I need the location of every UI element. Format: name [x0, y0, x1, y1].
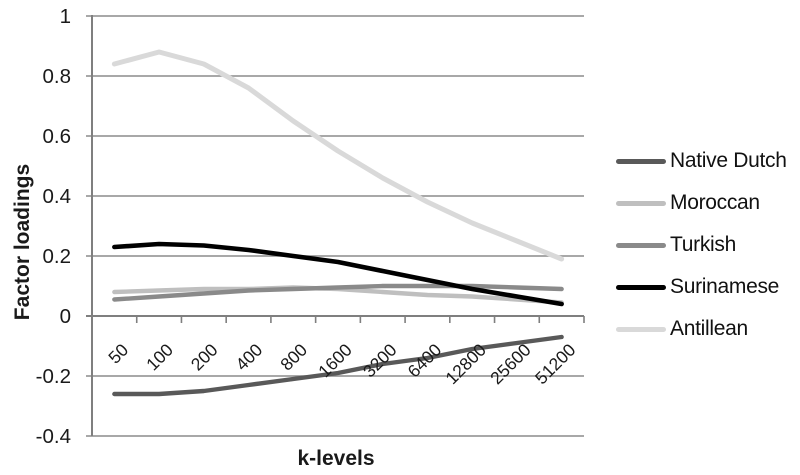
y-tick-label--0.4: -0.4 [36, 425, 71, 448]
legend-item-turkish: Turkish [616, 224, 787, 266]
legend-line-swatch [616, 242, 666, 248]
x-tick-label-800: 800 [276, 340, 311, 375]
legend-line-swatch [616, 284, 666, 290]
y-tick-label-1: 1 [60, 5, 71, 28]
y-tick-label-0.8: 0.8 [43, 65, 72, 88]
x-tick-label-51200: 51200 [531, 340, 580, 389]
x-tick-label-6400: 6400 [404, 340, 446, 382]
legend-label: Native Dutch [670, 149, 787, 172]
y-axis-title: Factor loadings [11, 163, 34, 321]
series-line-turkish [112, 283, 564, 302]
x-tick-label-50: 50 [104, 339, 132, 367]
y-tick-label-0.2: 0.2 [43, 245, 72, 268]
x-tick-label-100: 100 [142, 340, 177, 375]
y-tick-label-0: 0 [60, 305, 71, 328]
legend-item-moroccan: Moroccan [616, 182, 787, 224]
series-line-antillean [111, 49, 565, 262]
legend-item-antillean: Antillean [616, 308, 787, 350]
legend-line-swatch [616, 158, 666, 164]
legend-line-swatch [616, 200, 666, 206]
legend-item-surinamese: Surinamese [616, 266, 787, 308]
x-axis-title: k-levels [297, 447, 375, 470]
legend-label: Moroccan [670, 191, 760, 214]
legend-label: Antillean [670, 317, 748, 340]
legend-line-swatch [616, 326, 666, 332]
y-tick-label-0.4: 0.4 [43, 185, 72, 208]
legend-label: Surinamese [670, 275, 780, 298]
legend-item-native-dutch: Native Dutch [616, 140, 787, 182]
series-line-native-dutch [112, 334, 564, 397]
chart-legend: Native Dutch Moroccan Turkish Surinamese… [616, 140, 787, 350]
y-tick-label-0.6: 0.6 [43, 125, 72, 148]
x-tick-label-200: 200 [187, 340, 222, 375]
x-tick-label-12800: 12800 [441, 340, 490, 389]
series-line-surinamese [112, 241, 564, 307]
legend-label: Turkish [670, 233, 736, 256]
y-tick-label--0.2: -0.2 [36, 365, 71, 388]
x-tick-label-400: 400 [232, 340, 267, 375]
